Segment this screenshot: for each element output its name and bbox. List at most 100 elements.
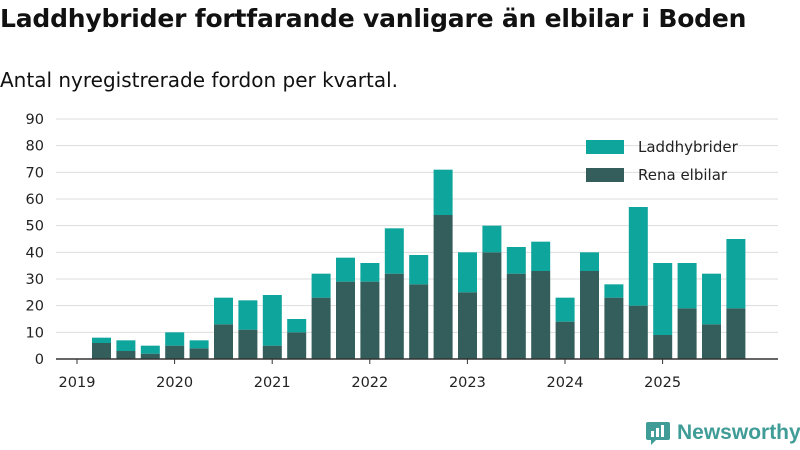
bar-rena-elbilar bbox=[140, 353, 160, 359]
bar-stack bbox=[409, 255, 429, 359]
bar-laddhybrider bbox=[580, 252, 599, 271]
bar-stack bbox=[287, 319, 307, 359]
bar-laddhybrider bbox=[384, 228, 404, 274]
bar-rena-elbilar bbox=[189, 348, 209, 359]
y-tick-label: 60 bbox=[26, 192, 44, 208]
bar-laddhybrider bbox=[628, 207, 648, 306]
bar-rena-elbilar bbox=[653, 335, 673, 359]
bar-laddhybrider bbox=[360, 263, 380, 282]
bar-laddhybrider bbox=[189, 340, 209, 349]
bar-stack bbox=[116, 340, 136, 359]
y-tick-label: 0 bbox=[35, 352, 44, 368]
y-tick-label: 80 bbox=[26, 139, 44, 155]
bar-rena-elbilar bbox=[214, 324, 233, 359]
bar-rena-elbilar bbox=[238, 329, 258, 359]
y-axis-ticks: 0 10 20 30 40 50 60 70 80 90 bbox=[26, 112, 44, 368]
bar-stack bbox=[433, 169, 453, 359]
bar-stack bbox=[140, 345, 160, 359]
bar-stack bbox=[628, 207, 648, 359]
bar-rena-elbilar bbox=[677, 308, 697, 359]
bar-laddhybrider bbox=[506, 247, 526, 274]
bar-stack bbox=[482, 225, 502, 359]
bar-rena-elbilar bbox=[116, 351, 136, 359]
legend-label: Laddhybrider bbox=[638, 138, 739, 156]
bar-laddhybrider bbox=[336, 257, 355, 282]
x-tick-label: 2024 bbox=[547, 375, 584, 391]
bar-rena-elbilar bbox=[92, 343, 111, 359]
legend: Laddhybrider Rena elbilar bbox=[586, 138, 739, 184]
brand-name: Newsworthy bbox=[677, 421, 800, 444]
bar-laddhybrider bbox=[531, 241, 551, 271]
bar-stack bbox=[702, 273, 721, 359]
bar-stack bbox=[189, 340, 209, 359]
brand-logo: Newsworthy bbox=[645, 420, 800, 446]
x-tick-label: 2019 bbox=[59, 375, 96, 391]
bar-rena-elbilar bbox=[262, 345, 282, 359]
bar-stack bbox=[360, 263, 380, 359]
y-tick-label: 50 bbox=[26, 219, 44, 235]
x-tick-label: 2021 bbox=[254, 375, 291, 391]
bars bbox=[92, 169, 746, 359]
bar-laddhybrider bbox=[116, 340, 136, 351]
bar-rena-elbilar bbox=[702, 324, 721, 359]
legend-swatch bbox=[586, 168, 624, 182]
bar-laddhybrider bbox=[287, 319, 307, 333]
legend-swatch bbox=[586, 140, 624, 154]
x-tick-label: 2025 bbox=[644, 375, 681, 391]
bar-rena-elbilar bbox=[311, 297, 331, 359]
bar-stack bbox=[262, 295, 282, 359]
bar-stack bbox=[506, 247, 526, 359]
bar-laddhybrider bbox=[677, 263, 697, 309]
bar-laddhybrider bbox=[409, 255, 429, 285]
bar-laddhybrider bbox=[458, 252, 477, 293]
bar-laddhybrider bbox=[726, 239, 746, 309]
bar-laddhybrider bbox=[653, 263, 673, 335]
bar-stack bbox=[726, 239, 746, 359]
x-axis: 2019 2020 2021 2022 2023 2024 2025 bbox=[56, 358, 778, 391]
x-tick-label: 2023 bbox=[449, 375, 486, 391]
bar-stack bbox=[555, 297, 575, 359]
bar-rena-elbilar bbox=[555, 321, 575, 359]
bar-stack bbox=[384, 228, 404, 359]
bar-rena-elbilar bbox=[384, 273, 404, 359]
bar-rena-elbilar bbox=[482, 252, 502, 359]
bar-rena-elbilar bbox=[165, 345, 185, 359]
bar-rena-elbilar bbox=[726, 308, 746, 359]
bar-laddhybrider bbox=[604, 284, 624, 298]
bar-rena-elbilar bbox=[336, 281, 355, 359]
bar-laddhybrider bbox=[433, 169, 453, 215]
bar-rena-elbilar bbox=[360, 281, 380, 359]
bar-rena-elbilar bbox=[604, 297, 624, 359]
bar-rena-elbilar bbox=[409, 284, 429, 359]
legend-label: Rena elbilar bbox=[638, 166, 728, 184]
bar-rena-elbilar bbox=[531, 271, 551, 359]
x-tick-label: 2020 bbox=[156, 375, 193, 391]
bar-laddhybrider bbox=[482, 225, 502, 253]
bar-laddhybrider bbox=[311, 273, 331, 298]
chart-title: Laddhybrider fortfarande vanligare än el… bbox=[0, 4, 747, 33]
bar-rena-elbilar bbox=[458, 292, 477, 359]
bar-rena-elbilar bbox=[506, 273, 526, 359]
bar-laddhybrider bbox=[92, 337, 111, 343]
bar-stack bbox=[238, 300, 258, 359]
x-tick-label: 2022 bbox=[351, 375, 388, 391]
bar-rena-elbilar bbox=[433, 215, 453, 359]
y-tick-label: 20 bbox=[26, 299, 44, 315]
gridlines bbox=[56, 118, 778, 333]
bar-stack bbox=[214, 297, 233, 359]
bar-stack bbox=[336, 257, 355, 359]
bar-stack bbox=[531, 241, 551, 359]
bar-laddhybrider bbox=[238, 300, 258, 330]
bar-laddhybrider bbox=[262, 295, 282, 346]
bar-stack bbox=[677, 263, 697, 359]
y-tick-label: 90 bbox=[26, 112, 44, 128]
bar-stack bbox=[604, 284, 624, 359]
bar-stack bbox=[311, 273, 331, 359]
bar-stack bbox=[653, 263, 673, 359]
chart-subtitle: Antal nyregistrerade fordon per kvartal. bbox=[0, 68, 399, 92]
y-tick-label: 30 bbox=[26, 272, 44, 288]
bar-laddhybrider bbox=[140, 345, 160, 354]
bar-rena-elbilar bbox=[580, 271, 599, 359]
bar-laddhybrider bbox=[214, 297, 233, 325]
bar-laddhybrider bbox=[165, 332, 185, 346]
